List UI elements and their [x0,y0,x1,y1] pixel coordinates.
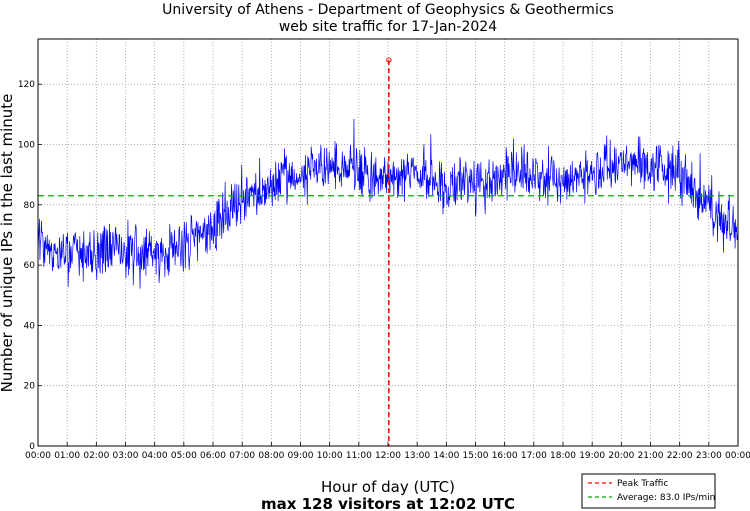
x-tick-label: 12:00 [375,451,401,461]
x-tick-label: 14:00 [433,451,459,461]
y-tick-label: 120 [18,80,35,90]
x-tick-label: 10:00 [317,451,343,461]
x-tick-label: 19:00 [579,451,605,461]
x-tick-label: 21:00 [638,451,664,461]
x-tick-label: 00:00 [725,451,750,461]
y-tick-label: 40 [24,321,36,331]
series-layer [37,57,739,446]
traffic-series-line [37,118,739,289]
y-tick-label: 100 [18,141,35,151]
x-tick-label: 20:00 [608,451,634,461]
x-tick-label: 01:00 [54,451,80,461]
legend-average-label: Average: 83.0 IPs/min [617,493,715,503]
legend-box [581,473,716,509]
x-tick-label: 03:00 [113,451,139,461]
grid-lines [38,39,738,446]
x-tick-label: 05:00 [171,451,197,461]
peak-marker [386,57,392,63]
tick-layer: 00:00 01:00 02:00 03:00 04:00 05:00 06:00 07:00… [18,80,750,461]
x-tick-label: 06:00 [200,451,226,461]
x-tick-label: 08:00 [258,451,284,461]
y-tick-label: 80 [24,201,36,211]
y-tick-label: 20 [24,382,36,392]
x-tick-label: 07:00 [229,451,255,461]
x-tick-label: 00:00 [25,451,51,461]
plot-frame [37,38,739,447]
x-tick-label: 04:00 [142,451,168,461]
x-tick-label: 09:00 [288,451,314,461]
x-tick-label: 22:00 [667,451,693,461]
x-axis-sublabel: max 128 visitors at 12:02 UTC [261,495,515,511]
y-tick-label: 0 [29,442,35,452]
y-tick-label: 60 [24,261,36,271]
legend-peak-label: Peak Traffic [617,479,668,489]
x-tick-label: 23:00 [696,451,722,461]
legend: Peak Traffic Average: 83.0 IPs/min [581,473,716,509]
x-tick-label: 16:00 [492,451,518,461]
chart-subtitle: web site traffic for 17-Jan-2024 [279,19,497,35]
x-tick-label: 18:00 [550,451,576,461]
chart-title: University of Athens - Department of Geo… [162,2,614,18]
x-tick-label: 13:00 [404,451,430,461]
y-axis-label: Number of unique IPs in the last minute [0,94,16,393]
x-tick-label: 02:00 [83,451,109,461]
x-tick-label: 15:00 [463,451,489,461]
x-tick-label: 11:00 [346,451,372,461]
x-tick-label: 17:00 [521,451,547,461]
x-axis-label: Hour of day (UTC) [321,478,455,496]
